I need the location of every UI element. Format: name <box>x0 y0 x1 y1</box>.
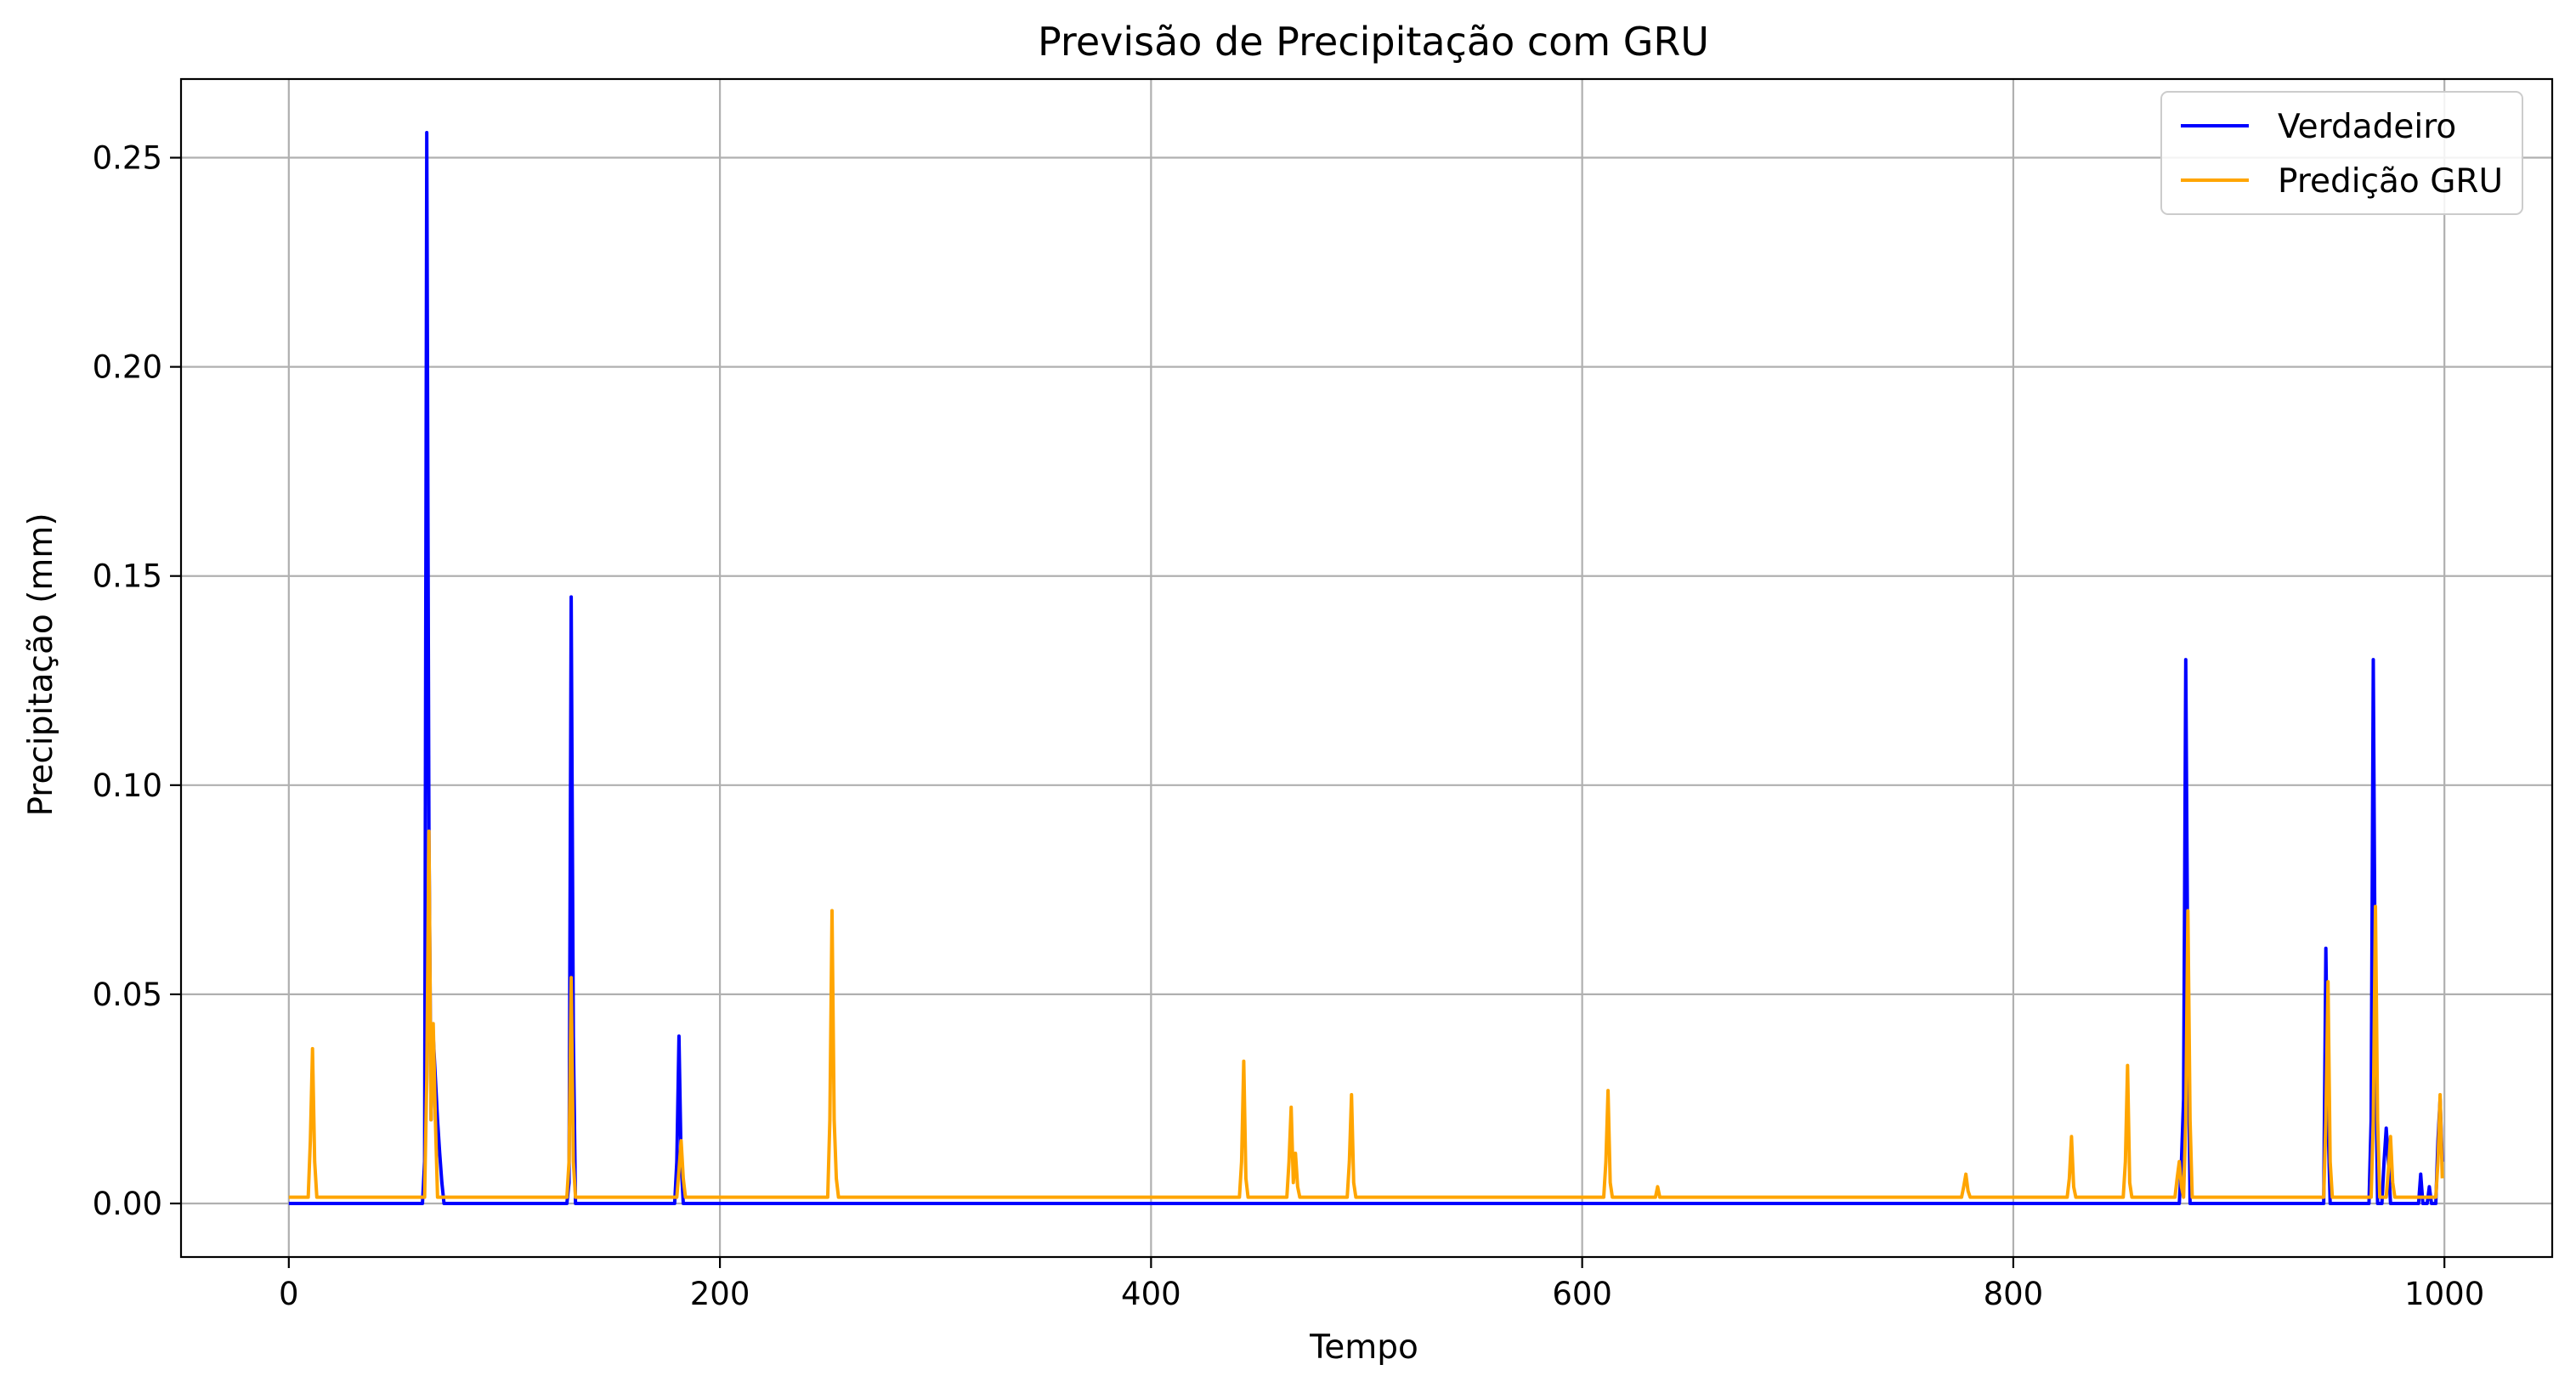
grid <box>181 79 2552 1257</box>
legend-label-verdadeiro: Verdadeiro <box>2278 108 2456 146</box>
legend: Verdadeiro Predição GRU <box>2160 91 2523 215</box>
x-tick-label: 600 <box>1552 1276 1612 1312</box>
y-tick-label: 0.20 <box>93 349 162 386</box>
y-axis-label: Precipitação (mm) <box>22 512 60 816</box>
legend-box <box>2160 91 2523 215</box>
series-lines <box>288 131 2444 1205</box>
x-tick-label: 800 <box>1984 1276 2044 1312</box>
series-line-predicao-gru <box>288 829 2444 1199</box>
x-axis: 0 200 400 600 800 1000 <box>279 1257 2484 1312</box>
y-axis: 0.00 0.05 0.10 0.15 0.20 0.25 <box>93 140 181 1222</box>
y-tick-label: 0.25 <box>93 140 162 177</box>
y-tick-label: 0.10 <box>93 767 162 804</box>
y-tick-label: 0.15 <box>93 558 162 595</box>
legend-label-predicao-gru: Predição GRU <box>2278 162 2503 201</box>
y-tick-label: 0.00 <box>93 1186 162 1222</box>
x-tick-label: 0 <box>279 1276 299 1312</box>
x-tick-label: 400 <box>1121 1276 1181 1312</box>
plot-frame <box>179 77 2554 1259</box>
y-tick-label: 0.05 <box>93 977 162 1013</box>
x-tick-label: 200 <box>690 1276 750 1312</box>
chart-title: Previsão de Precipitação com GRU <box>1038 19 1709 65</box>
series-line-verdadeiro <box>288 131 2444 1205</box>
x-axis-label: Tempo <box>1309 1328 1418 1367</box>
x-tick-label: 1000 <box>2404 1276 2484 1312</box>
